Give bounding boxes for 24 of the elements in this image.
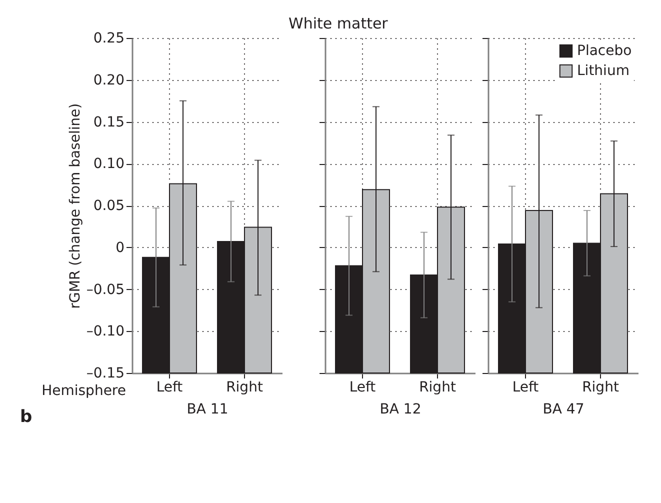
y-tick-label: 0.20 [93,72,124,88]
y-axis-title: rGMR (change from baseline) [67,103,84,309]
y-tick-label: 0.15 [93,114,124,130]
legend-label: Placebo [577,43,632,59]
legend-label: Lithium [577,63,630,79]
x-tick-label: Right [419,380,456,396]
x-axis-title: BA 47 [542,402,584,418]
x-tick-label: Right [582,380,620,396]
text: b [20,407,32,427]
y-tick-label: 0.25 [93,30,124,46]
text: Hemisphere [42,383,126,399]
y-tick-label: –0.10 [86,324,124,340]
y-tick-label: –0.05 [86,282,124,298]
y-tick-label: 0.05 [93,198,124,214]
y-tick-label: 0.10 [93,156,124,172]
x-axis-title: BA 12 [380,402,422,418]
x-tick-label: Left [349,380,376,396]
y-tick-label: 0 [116,240,124,256]
x-tick-label: Right [226,380,264,396]
chart-title: White matter [288,14,389,32]
x-tick-label: Left [512,380,540,396]
y-tick-label: –0.15 [86,366,124,382]
x-tick-label: Left [156,380,184,396]
x-axis-title: BA 11 [186,402,228,418]
